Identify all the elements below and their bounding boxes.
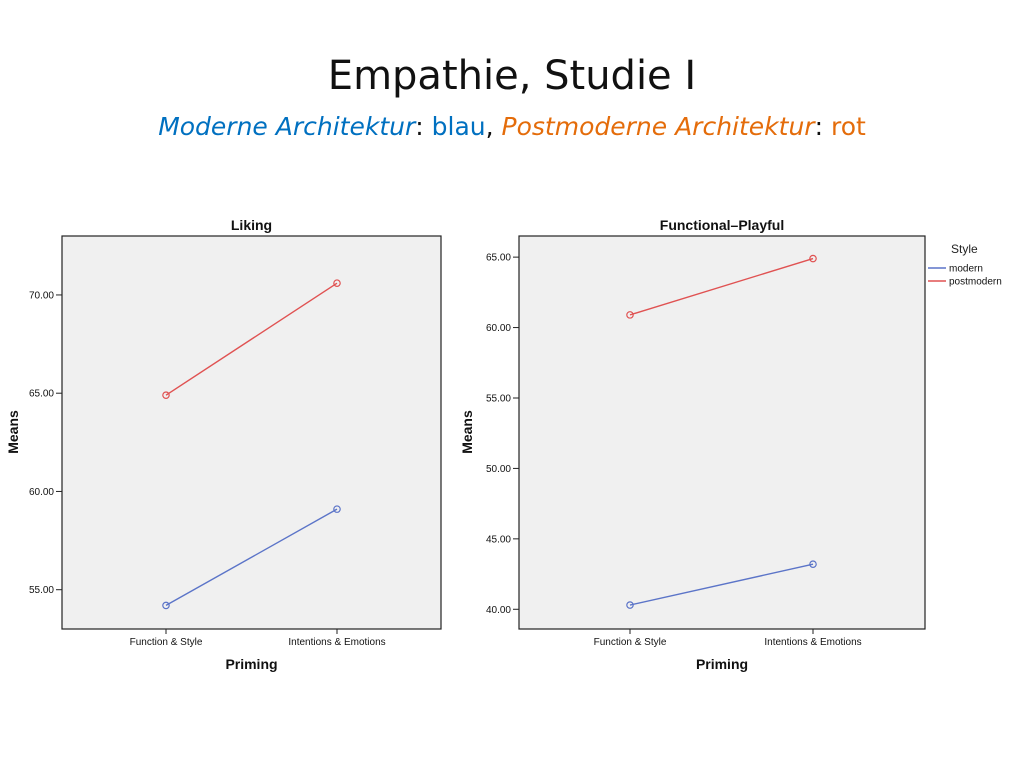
chart-title: Functional–Playful: [660, 217, 784, 233]
subtitle-sep-1: :: [415, 112, 432, 141]
data-point-postmodern: [809, 254, 817, 263]
x-tick-label: Intentions & Emotions: [288, 637, 385, 648]
series-line-postmodern: [629, 257, 814, 316]
data-point-modern: [162, 601, 170, 610]
data-point-postmodern: [626, 311, 634, 319]
subtitle-blau: blau: [431, 112, 486, 141]
y-tick-label: 55.00: [486, 393, 511, 404]
y-tick-label: 50.00: [486, 464, 511, 475]
slide-title: Empathie, Studie I: [327, 53, 697, 99]
x-tick-label: Function & Style: [130, 637, 203, 648]
data-point-modern: [809, 560, 817, 569]
x-tick-label: Intentions & Emotions: [764, 637, 861, 648]
data-point-postmodern: [162, 391, 170, 399]
subtitle-comma: ,: [485, 112, 502, 141]
subtitle-rot: rot: [830, 112, 866, 141]
x-axis-label: Priming: [225, 656, 277, 672]
data-point-postmodern: [333, 279, 341, 287]
plot-area: [518, 235, 926, 630]
series-line-modern: [629, 563, 814, 606]
chart-title: Liking: [231, 217, 272, 233]
y-tick-label: 40.00: [486, 605, 511, 616]
subtitle-modern: Moderne Architektur: [158, 112, 416, 141]
y-axis-label: Means: [5, 410, 21, 454]
y-tick-label: 60.00: [29, 487, 54, 498]
y-tick-label: 65.00: [29, 389, 54, 400]
y-tick-label: 55.00: [29, 585, 54, 596]
series-line-modern: [165, 508, 338, 607]
subtitle-postmodern: Postmoderne Architektur: [501, 112, 815, 141]
legend-title: Style: [951, 242, 978, 256]
x-tick-label: Function & Style: [594, 637, 667, 648]
x-axis-label: Priming: [696, 656, 748, 672]
y-tick-label: 70.00: [29, 290, 54, 301]
data-point-modern: [333, 505, 341, 513]
y-tick-label: 65.00: [486, 253, 511, 264]
series-line-postmodern: [165, 282, 338, 396]
plot-area: [61, 235, 442, 630]
slide-subtitle: Moderne Architektur: blau, Postmoderne A…: [0, 110, 1024, 144]
legend-label-modern: modern: [949, 264, 983, 275]
y-tick-label: 60.00: [486, 323, 511, 334]
legend-label-postmodern: postmodern: [949, 277, 1002, 288]
subtitle-sep-2: :: [814, 112, 831, 141]
y-axis-label: Means: [459, 410, 475, 454]
y-tick-label: 45.00: [486, 534, 511, 545]
data-point-modern: [626, 601, 634, 609]
